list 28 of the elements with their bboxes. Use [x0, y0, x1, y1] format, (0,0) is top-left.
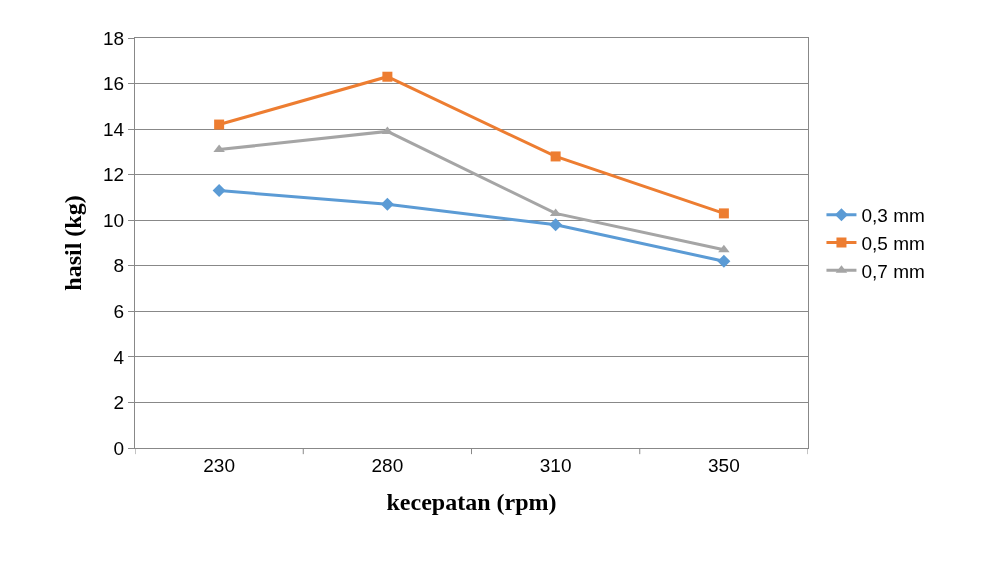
point	[382, 71, 393, 82]
x-tick-label: 310	[539, 454, 572, 476]
legend-label: 0,7 mm	[861, 260, 925, 282]
point	[549, 218, 563, 232]
point	[550, 151, 561, 162]
x-axis-title: kecepatan (rpm)	[386, 489, 557, 516]
y-tick-label: 14	[103, 118, 125, 140]
point	[718, 208, 729, 219]
y-tick-label: 2	[113, 392, 125, 414]
x-tick-label: 230	[203, 454, 235, 476]
legend-label: 0,5 mm	[861, 232, 925, 254]
y-tick-label: 6	[113, 300, 125, 322]
point	[717, 254, 731, 268]
y-tick-label: 10	[103, 209, 125, 231]
y-tick-label: 8	[113, 255, 125, 277]
y-tick-label: 12	[103, 164, 125, 186]
y-tick-label: 0	[113, 437, 125, 459]
y-axis-title: hasil (kg)	[60, 195, 87, 291]
legend-label: 0,3 mm	[861, 205, 925, 227]
point	[214, 119, 225, 130]
point	[380, 197, 394, 211]
point	[213, 144, 225, 153]
x-tick-label: 350	[708, 454, 740, 476]
y-tick-label: 18	[103, 27, 125, 49]
y-tick-label: 16	[103, 73, 125, 95]
x-tick-label: 280	[371, 454, 404, 476]
y-tick-label: 4	[113, 346, 125, 368]
point	[212, 184, 226, 198]
